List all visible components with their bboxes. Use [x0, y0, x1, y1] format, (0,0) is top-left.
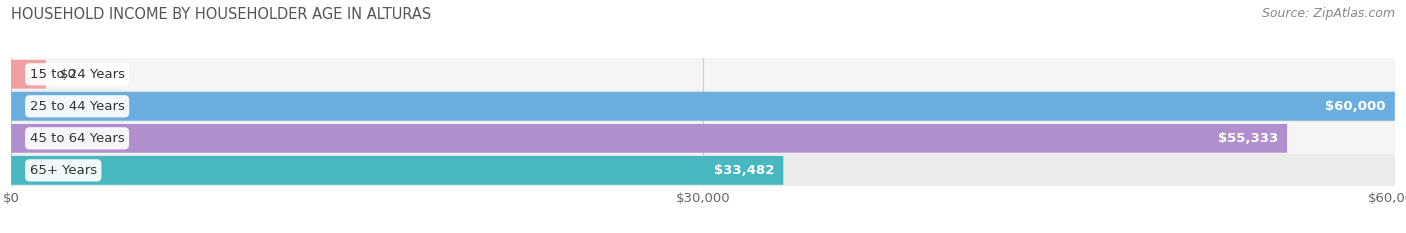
FancyBboxPatch shape: [11, 156, 783, 185]
FancyBboxPatch shape: [11, 124, 1286, 153]
Text: 15 to 24 Years: 15 to 24 Years: [30, 68, 125, 81]
Text: 65+ Years: 65+ Years: [30, 164, 97, 177]
Text: HOUSEHOLD INCOME BY HOUSEHOLDER AGE IN ALTURAS: HOUSEHOLD INCOME BY HOUSEHOLDER AGE IN A…: [11, 7, 432, 22]
Bar: [11, 90, 1395, 122]
Bar: [11, 58, 1395, 90]
Bar: [11, 122, 1395, 154]
Text: $55,333: $55,333: [1218, 132, 1278, 145]
Text: $33,482: $33,482: [714, 164, 775, 177]
Text: $0: $0: [59, 68, 76, 81]
Text: 45 to 64 Years: 45 to 64 Years: [30, 132, 125, 145]
FancyBboxPatch shape: [11, 60, 46, 89]
Bar: [11, 154, 1395, 186]
Text: 25 to 44 Years: 25 to 44 Years: [30, 100, 125, 113]
Text: $60,000: $60,000: [1324, 100, 1385, 113]
Text: Source: ZipAtlas.com: Source: ZipAtlas.com: [1261, 7, 1395, 20]
FancyBboxPatch shape: [11, 92, 1395, 121]
